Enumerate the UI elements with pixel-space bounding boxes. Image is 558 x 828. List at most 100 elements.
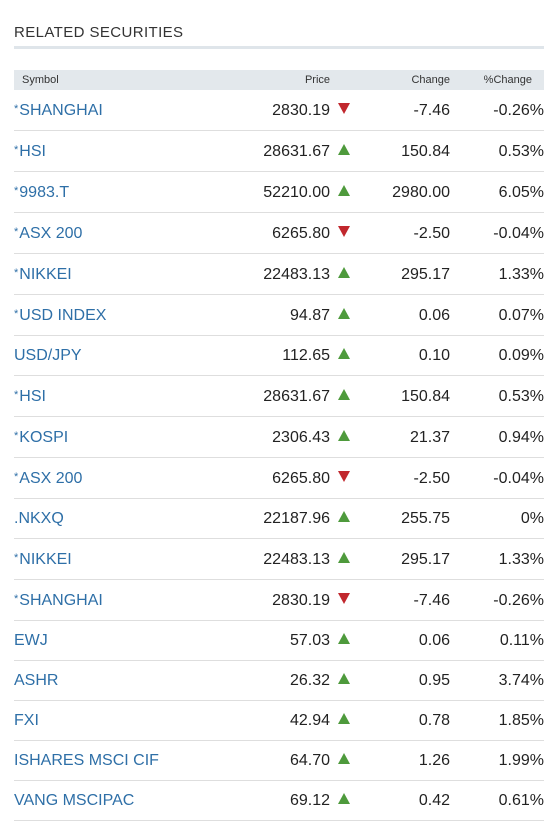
triangle-up-icon	[338, 753, 350, 764]
price-value: 2830.19	[272, 101, 330, 119]
price-cell: 28631.67	[214, 131, 356, 172]
table-row: *ASX 200 6265.80 -2.50 -0.04%	[14, 458, 544, 499]
symbol-text[interactable]: USD/JPY	[14, 347, 82, 364]
symbol-link[interactable]: *SHANGHAI	[14, 580, 214, 621]
change-value: 0.06	[418, 632, 450, 649]
price-cell: 22483.13	[214, 254, 356, 295]
triangle-up-icon	[338, 793, 350, 804]
change-value: 295.17	[401, 265, 450, 283]
symbol-link[interactable]: *NIKKEI	[14, 539, 214, 580]
table-row: *SHANGHAI 2830.19 -7.46 -0.26%	[14, 580, 544, 621]
table-row: USD/JPY 112.65 0.10 0.09%	[14, 336, 544, 376]
symbol-text[interactable]: EWJ	[14, 632, 48, 649]
symbol-link[interactable]: *HSI	[14, 131, 214, 172]
pct-change-value: -0.26%	[493, 591, 544, 609]
price-cell: 22483.13	[214, 539, 356, 580]
change-value: 255.75	[401, 510, 450, 527]
pct-change-value: -0.04%	[493, 224, 544, 242]
symbol-link[interactable]: .NKXQ	[14, 499, 214, 539]
triangle-up-icon	[338, 307, 350, 319]
symbol-text[interactable]: 9983.T	[19, 184, 70, 201]
symbol-text[interactable]: SHANGHAI	[19, 592, 103, 609]
symbol-text[interactable]: FXI	[14, 712, 39, 729]
change-value: 0.95	[418, 672, 450, 689]
table-row: *NIKKEI 22483.13 295.17 1.33%	[14, 254, 544, 295]
table-body: *SHANGHAI 2830.19 -7.46 -0.26% *HSI 28631.67 1…	[14, 90, 544, 821]
symbol-link[interactable]: *ASX 200	[14, 213, 214, 254]
change-value: 1.26	[418, 752, 450, 769]
price-cell: 6265.80	[214, 213, 356, 254]
symbol-link[interactable]: ISHARES MSCI CIF	[14, 741, 214, 781]
column-header-price[interactable]: Price	[304, 74, 330, 86]
price-value: 26.32	[289, 672, 330, 689]
asterisk-icon: *	[14, 471, 19, 483]
symbol-link[interactable]: *KOSPI	[14, 417, 214, 458]
change-value: 150.84	[401, 142, 450, 160]
symbol-text[interactable]: ASHR	[14, 672, 59, 689]
price-value: 28631.67	[263, 387, 330, 405]
asterisk-icon: *	[14, 103, 19, 115]
price-value: 6265.80	[272, 469, 330, 487]
symbol-link[interactable]: FXI	[14, 701, 214, 741]
asterisk-icon: *	[14, 430, 19, 442]
symbol-text[interactable]: HSI	[19, 388, 46, 405]
symbol-text[interactable]: ASX 200	[19, 225, 83, 242]
triangle-up-icon	[338, 673, 350, 684]
symbol-text[interactable]: ASX 200	[19, 470, 83, 487]
change-value: 2980.00	[392, 183, 450, 201]
change-value: -7.46	[413, 101, 450, 119]
symbol-text[interactable]: VANG MSCIPAC	[14, 792, 135, 809]
column-header-symbol[interactable]: Symbol	[22, 74, 59, 86]
asterisk-icon: *	[14, 185, 19, 197]
symbol-link[interactable]: EWJ	[14, 621, 214, 661]
symbol-link[interactable]: VANG MSCIPAC	[14, 781, 214, 821]
price-value: 6265.80	[272, 224, 330, 242]
column-header-change[interactable]: Change	[411, 74, 450, 86]
pct-change-value: 0.53%	[498, 387, 544, 405]
pct-change-value: 0.61%	[498, 792, 544, 809]
symbol-text[interactable]: SHANGHAI	[19, 102, 103, 119]
symbol-link[interactable]: *USD INDEX	[14, 295, 214, 336]
pct-change-value: 1.85%	[498, 712, 544, 729]
price-cell: 2830.19	[214, 90, 356, 131]
table-row: *SHANGHAI 2830.19 -7.46 -0.26%	[14, 90, 544, 131]
pct-change-value: 0.94%	[498, 428, 544, 446]
symbol-link[interactable]: *NIKKEI	[14, 254, 214, 295]
change-value: -2.50	[413, 224, 450, 242]
symbol-text[interactable]: USD INDEX	[19, 307, 107, 324]
asterisk-icon: *	[14, 552, 19, 564]
triangle-down-icon	[338, 102, 350, 114]
change-value: 295.17	[401, 550, 450, 568]
symbol-link[interactable]: *HSI	[14, 376, 214, 417]
triangle-down-icon	[338, 592, 350, 604]
symbol-link[interactable]: *SHANGHAI	[14, 90, 214, 131]
pct-change-value: 3.74%	[498, 672, 544, 689]
symbol-link[interactable]: *ASX 200	[14, 458, 214, 499]
price-value: 64.70	[289, 752, 330, 769]
triangle-down-icon	[338, 470, 350, 482]
price-cell: 2830.19	[214, 580, 356, 621]
table-row: .NKXQ 22187.96 255.75 0%	[14, 499, 544, 539]
price-cell: 69.12	[214, 781, 356, 821]
symbol-link[interactable]: USD/JPY	[14, 336, 214, 376]
symbol-text[interactable]: NIKKEI	[19, 551, 72, 568]
symbol-text[interactable]: ISHARES MSCI CIF	[14, 752, 159, 769]
triangle-up-icon	[338, 713, 350, 724]
symbol-text[interactable]: KOSPI	[19, 429, 69, 446]
price-cell: 22187.96	[214, 499, 356, 539]
symbol-text[interactable]: NIKKEI	[19, 266, 72, 283]
column-header-pct-change[interactable]: %Change	[483, 74, 532, 86]
symbol-link[interactable]: ASHR	[14, 661, 214, 701]
symbol-link[interactable]: *9983.T	[14, 172, 214, 213]
symbol-text[interactable]: .NKXQ	[14, 510, 64, 527]
table-row: ASHR 26.32 0.95 3.74%	[14, 661, 544, 701]
table-row: *NIKKEI 22483.13 295.17 1.33%	[14, 539, 544, 580]
price-value: 42.94	[289, 712, 330, 729]
title-divider	[14, 46, 544, 49]
pct-change-value: -0.04%	[493, 469, 544, 487]
price-value: 94.87	[289, 306, 330, 324]
triangle-up-icon	[338, 388, 350, 400]
symbol-text[interactable]: HSI	[19, 143, 46, 160]
pct-change-value: 0.07%	[498, 306, 544, 324]
